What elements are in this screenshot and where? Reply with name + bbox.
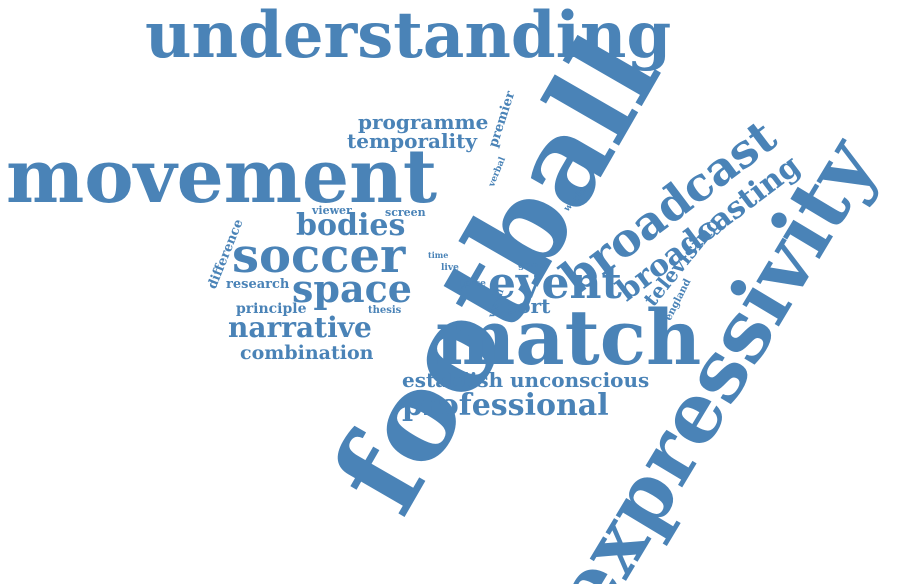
word-match: match (435, 293, 702, 382)
word-game: game (518, 261, 546, 271)
word-combination: combination (240, 342, 374, 364)
word-movement: movement (6, 134, 438, 220)
word-establish: establish (402, 368, 504, 392)
word-bodies: bodies (296, 208, 406, 243)
word-temporality: temporality (347, 129, 477, 153)
word-principle: principle (236, 301, 307, 317)
word-unconscious: unconscious (510, 368, 650, 392)
word-event: event (488, 258, 622, 309)
word-screen: screen (385, 206, 426, 219)
word-soccer: soccer (232, 228, 406, 284)
word-research: research (226, 277, 290, 292)
word-time: time (428, 250, 449, 260)
word-force: force (460, 279, 486, 289)
word-thesis: thesis (368, 305, 402, 316)
word-viewer: viewer (312, 204, 352, 217)
word-professional: professional (402, 388, 609, 423)
word-space: space (292, 266, 412, 311)
word-understanding: understanding (145, 0, 672, 73)
word-live: live (441, 263, 459, 273)
word-programme: programme (358, 110, 489, 134)
word-narrative: narrative (228, 311, 372, 344)
word-sport: sport (492, 294, 551, 318)
